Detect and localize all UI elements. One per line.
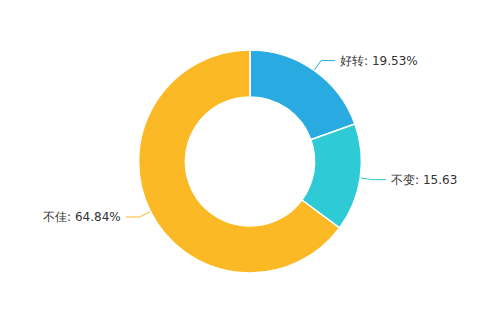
svg-text:不佳: 64.84%: 不佳: 64.84%: [43, 210, 121, 224]
svg-text:不变: 15.63: 不变: 15.63: [391, 173, 457, 187]
svg-text:好转: 19.53%: 好转: 19.53%: [340, 54, 418, 68]
